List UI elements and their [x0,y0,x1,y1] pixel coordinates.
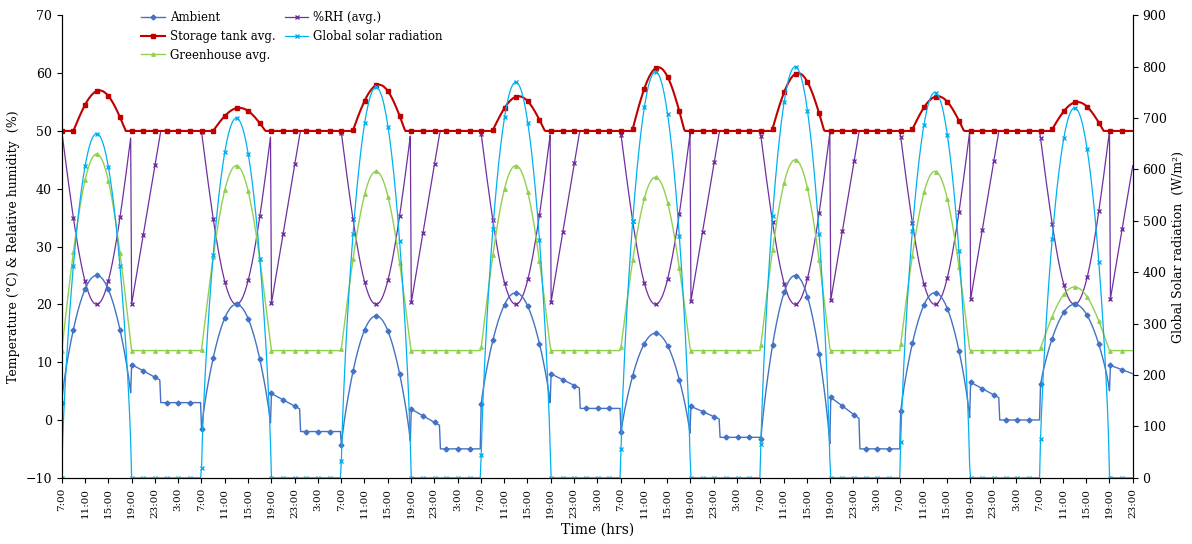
%RH (avg.) [89,301,104,307]
Global solar radiation [579,474,594,481]
Storage tank avg. [262,128,277,134]
Ambient [713,434,727,441]
Greenhouse avg. [712,347,726,354]
Global solar radiation [710,474,725,481]
Ambient [561,379,576,386]
Line: Greenhouse avg.: Greenhouse avg. [60,152,1135,353]
X-axis label: Time (hrs): Time (hrs) [560,523,634,537]
Ambient [690,406,704,412]
Line: %RH (avg.): %RH (avg.) [60,129,1135,306]
Storage tank avg. [559,128,573,134]
Global solar radiation [650,69,664,76]
%RH (avg.) [263,134,278,140]
Greenhouse avg. [55,347,69,354]
Global solar radiation [559,474,573,481]
Greenhouse avg. [689,347,703,354]
Greenhouse avg. [89,151,104,157]
Storage tank avg. [55,128,69,134]
Line: Storage tank avg.: Storage tank avg. [60,66,1135,133]
Ambient [263,419,278,426]
Ambient [652,331,666,337]
Storage tank avg. [651,64,665,71]
Greenhouse avg. [560,347,575,354]
Global solar radiation [55,474,69,481]
Global solar radiation [262,414,277,421]
Ambient [89,272,104,279]
Ambient [433,446,447,452]
Greenhouse avg. [581,347,595,354]
Ambient [582,405,596,412]
Y-axis label: Temperature (°C) & Relative humidity  (%): Temperature (°C) & Relative humidity (%) [7,110,20,383]
%RH (avg.) [55,128,69,134]
%RH (avg.) [560,200,575,207]
%RH (avg.) [651,300,665,306]
Storage tank avg. [689,128,703,134]
%RH (avg.) [712,130,726,137]
%RH (avg.) [689,269,703,275]
%RH (avg.) [581,128,595,134]
Ambient [1125,370,1140,377]
%RH (avg.) [1125,162,1140,169]
Y-axis label: Global Solar radiation  (W/m²): Global Solar radiation (W/m²) [1172,151,1185,343]
Line: Ambient: Ambient [60,274,1135,450]
Global solar radiation [788,64,802,70]
Global solar radiation [1125,474,1140,481]
Line: Global solar radiation: Global solar radiation [60,65,1135,479]
Global solar radiation [688,474,702,481]
Storage tank avg. [650,64,664,71]
Storage tank avg. [712,128,726,134]
Ambient [55,399,69,406]
Legend: Ambient, Storage tank avg., Greenhouse avg., %RH (avg.), Global solar radiation: Ambient, Storage tank avg., Greenhouse a… [137,6,447,66]
Greenhouse avg. [651,175,665,182]
Greenhouse avg. [263,341,278,348]
Greenhouse avg. [1125,347,1140,354]
Storage tank avg. [579,128,594,134]
Storage tank avg. [1125,128,1140,134]
